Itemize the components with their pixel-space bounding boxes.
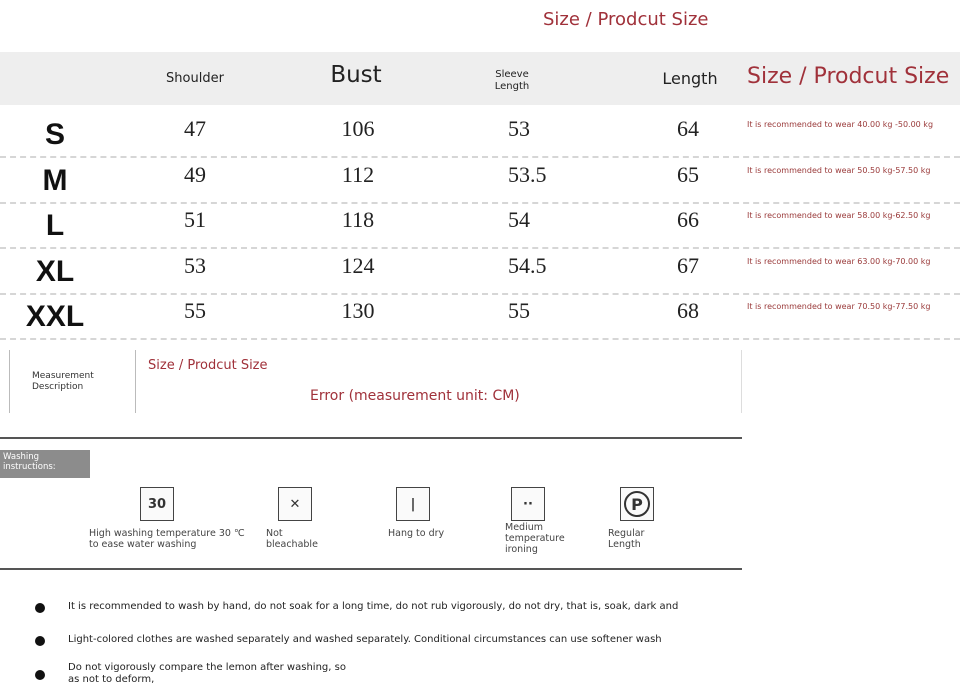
header-bust: Bust: [330, 62, 382, 88]
cell-shoulder: 47: [184, 116, 206, 141]
cell-size: M: [42, 163, 68, 197]
table-row: XL 53 124 54.5 67 It is recommended to wear 6…: [0, 247, 960, 295]
wash-30-icon: 30: [140, 487, 174, 521]
wash-label: Hang to dry: [388, 528, 445, 539]
cell-size: XL: [35, 254, 75, 288]
cell-bust: 130: [341, 298, 375, 323]
divider: [0, 568, 742, 570]
cell-note: It is recommended to wear 50.50 kg-57.50…: [747, 165, 931, 175]
header-length: Length: [662, 69, 718, 88]
cell-note: It is recommended to wear 70.50 kg-77.50…: [747, 302, 931, 311]
table-row: XXL 55 130 55 68 It is recommended to wear 70…: [0, 292, 960, 340]
table-row: M 49 112 53.5 65 It is recommended to wear 50…: [0, 156, 960, 204]
cell-note: It is recommended to wear 40.00 kg -50.0…: [747, 120, 934, 129]
bullet-icon: [35, 636, 45, 646]
cell-bust: 124: [341, 252, 375, 278]
cell-length: 65: [677, 161, 699, 187]
care-note: Light-colored clothes are washed separat…: [68, 634, 662, 645]
measurement-label: Measurement Description: [10, 350, 136, 413]
no-bleach-icon: ✕: [278, 487, 312, 521]
measurement-error: Error (measurement unit: CM): [310, 388, 520, 404]
cell-size: XXL: [25, 300, 85, 333]
cell-length: 66: [677, 207, 699, 232]
table-row: S 47 106 53 64 It is recommended to wear 40.0…: [0, 110, 960, 158]
wash-label: Regular Length: [608, 528, 645, 550]
dry-clean-p-icon: P: [620, 487, 654, 521]
cell-length: 68: [677, 298, 699, 323]
cell-size: S: [44, 118, 65, 151]
cell-sleeve: 54.5: [508, 252, 547, 278]
header-shoulder: Shoulder: [166, 71, 224, 86]
cell-length: 67: [677, 252, 699, 278]
cell-sleeve: 55: [508, 298, 530, 323]
measurement-box: Measurement Description Size / Prodcut S…: [9, 350, 742, 413]
cell-shoulder: 49: [184, 161, 206, 187]
wash-label: High washing temperature 30 ℃ to ease wa…: [89, 528, 245, 550]
cell-shoulder: 53: [184, 252, 206, 278]
care-note: It is recommended to wash by hand, do no…: [68, 601, 679, 612]
wash-label: Not bleachable: [266, 528, 318, 550]
icon-glyph: ··: [523, 496, 533, 512]
hang-dry-icon: |: [396, 487, 430, 521]
icon-glyph: |: [410, 496, 416, 512]
cell-size: L: [45, 209, 65, 242]
divider: [0, 437, 742, 439]
measurement-title: Size / Prodcut Size: [148, 358, 268, 373]
header-notes: Size / Prodcut Size: [747, 64, 950, 89]
bullet-icon: [35, 603, 45, 613]
cell-bust: 118: [341, 207, 375, 232]
cell-shoulder: 55: [184, 298, 206, 323]
cell-bust: 112: [341, 161, 375, 187]
cell-length: 64: [677, 116, 699, 141]
cell-sleeve: 53: [508, 116, 530, 141]
table-row: L 51 118 54 66 It is recommended to wear 58.0…: [0, 201, 960, 249]
icon-glyph: 30: [147, 496, 167, 512]
icon-glyph: ✕: [289, 496, 301, 512]
page-title: Size / Prodcut Size: [543, 9, 709, 30]
cell-sleeve: 53.5: [508, 161, 547, 187]
cell-note: It is recommended to wear 58.00 kg-62.50…: [747, 211, 931, 220]
iron-medium-icon: ··: [511, 487, 545, 521]
cell-sleeve: 54: [508, 207, 530, 232]
cell-shoulder: 51: [184, 207, 206, 232]
cell-bust: 106: [341, 116, 375, 141]
bullet-icon: [35, 670, 45, 680]
cell-note: It is recommended to wear 63.00 kg-70.00…: [747, 256, 931, 266]
icon-glyph: P: [624, 491, 650, 517]
wash-label: Medium temperature ironing: [505, 522, 565, 555]
header-sleeve: Sleeve Length: [494, 69, 530, 92]
table-header: Shoulder Bust Sleeve Length Length Size …: [0, 52, 960, 105]
washing-label: Washing instructions:: [0, 450, 90, 478]
care-note: Do not vigorously compare the lemon afte…: [68, 662, 346, 685]
